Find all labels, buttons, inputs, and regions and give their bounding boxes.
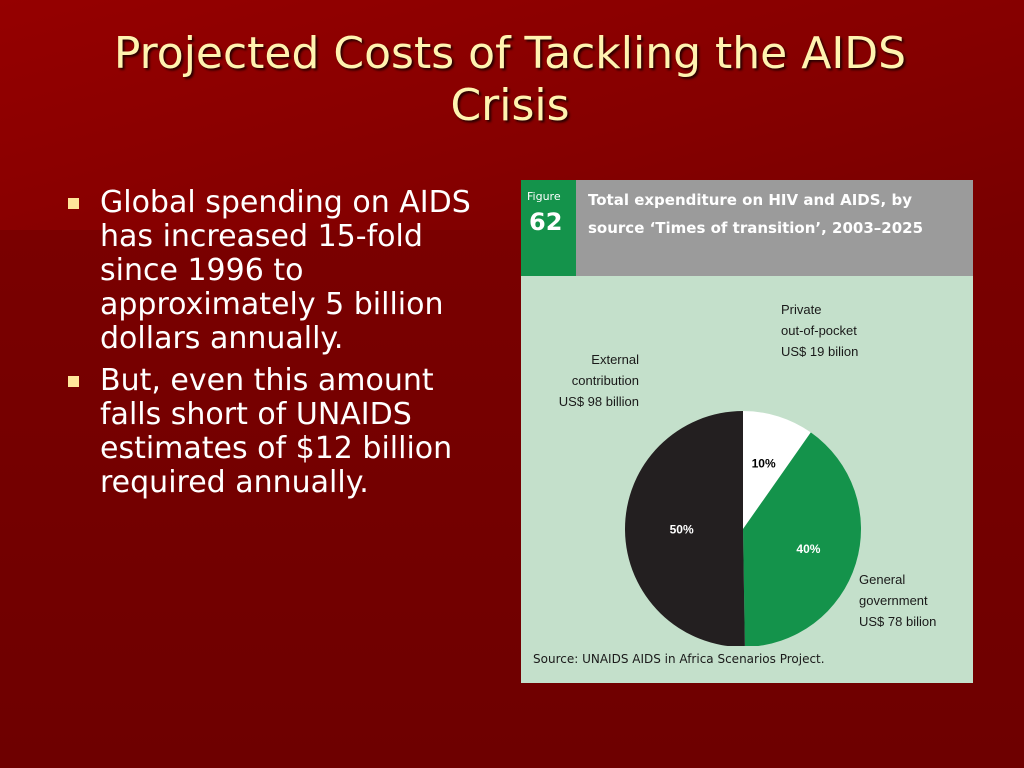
pie-slice-label: US$ 78 bilion (859, 614, 936, 629)
bullet-square-icon (68, 198, 79, 209)
pie-slice-label: out-of-pocket (781, 323, 857, 338)
figure-badge-word: Figure (527, 190, 561, 203)
bullet-list: Global spending on AIDS has increased 15… (60, 186, 500, 508)
pie-slice-private (743, 411, 811, 529)
bullet-item: But, even this amount falls short of UNA… (60, 364, 500, 500)
figure-header: Figure 62 Total expenditure on HIV and A… (521, 180, 973, 276)
pie-percent-label: 50% (670, 522, 694, 536)
figure-title: Total expenditure on HIV and AIDS, by so… (588, 191, 924, 237)
pie-slice-external (625, 411, 745, 646)
pie-slice-label: Private (781, 302, 821, 317)
pie-slice-label: government (859, 593, 928, 608)
figure-source: Source: UNAIDS AIDS in Africa Scenarios … (533, 652, 825, 666)
pie-slice-label: US$ 19 bilion (781, 344, 858, 359)
pie-slice-label: US$ 98 billion (559, 394, 639, 409)
pie-slice-label: General (859, 572, 905, 587)
figure-panel: Figure 62 Total expenditure on HIV and A… (521, 180, 973, 683)
pie-slice-label: contribution (572, 373, 639, 388)
pie-percent-label: 40% (796, 542, 820, 556)
slide-title: Projected Costs of Tackling the AIDS Cri… (113, 28, 907, 131)
figure-badge: Figure 62 (521, 180, 576, 276)
pie-percent-label: 10% (752, 457, 776, 471)
bullet-text: Global spending on AIDS has increased 15… (100, 185, 471, 356)
bullet-item: Global spending on AIDS has increased 15… (60, 186, 500, 356)
pie-slice-label: External (591, 352, 639, 367)
figure-badge-number: 62 (529, 208, 563, 236)
pie-slice-government (743, 432, 861, 646)
pie-chart: 10% 40% 50% Private out-of-pocket US$ 19 bili… (559, 302, 936, 646)
bullet-text: But, even this amount falls short of UNA… (100, 363, 453, 500)
bullet-square-icon (68, 376, 79, 387)
